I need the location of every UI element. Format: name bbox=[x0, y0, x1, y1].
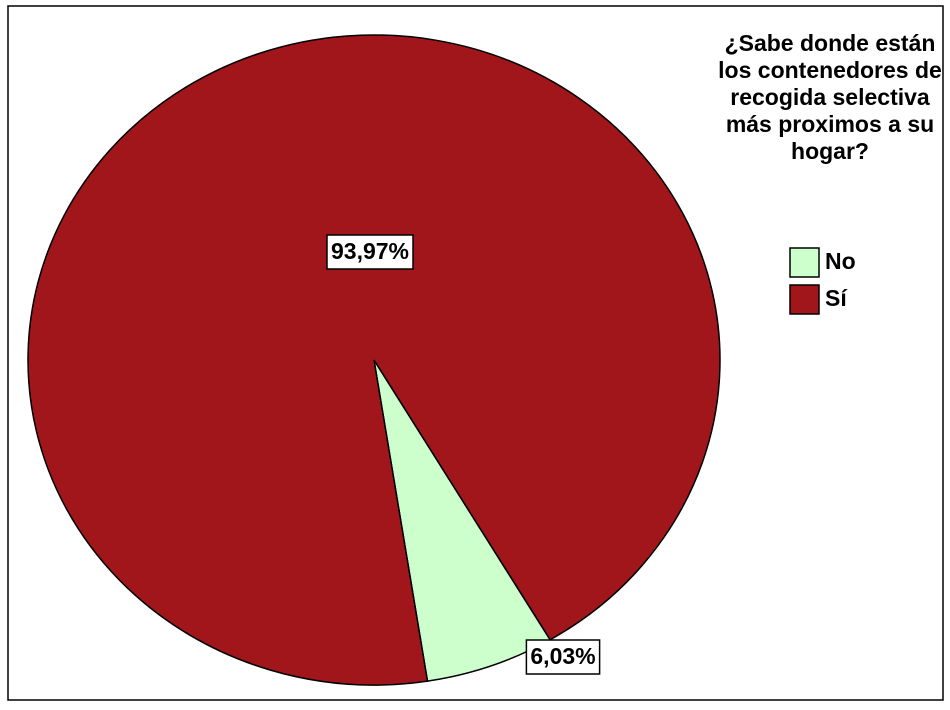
legend-title: ¿Sabe donde están los contenedores de re… bbox=[718, 30, 942, 164]
data-label-box bbox=[525, 639, 601, 675]
pie-slice bbox=[27, 34, 721, 686]
data-label: 6,03% bbox=[530, 643, 595, 669]
data-label: 93,97% bbox=[331, 238, 409, 264]
legend-swatch bbox=[789, 284, 820, 315]
legend-label: No bbox=[825, 248, 856, 274]
legend-label: Sí bbox=[825, 285, 848, 311]
data-label-box bbox=[326, 234, 414, 270]
legend-swatch bbox=[789, 247, 820, 278]
